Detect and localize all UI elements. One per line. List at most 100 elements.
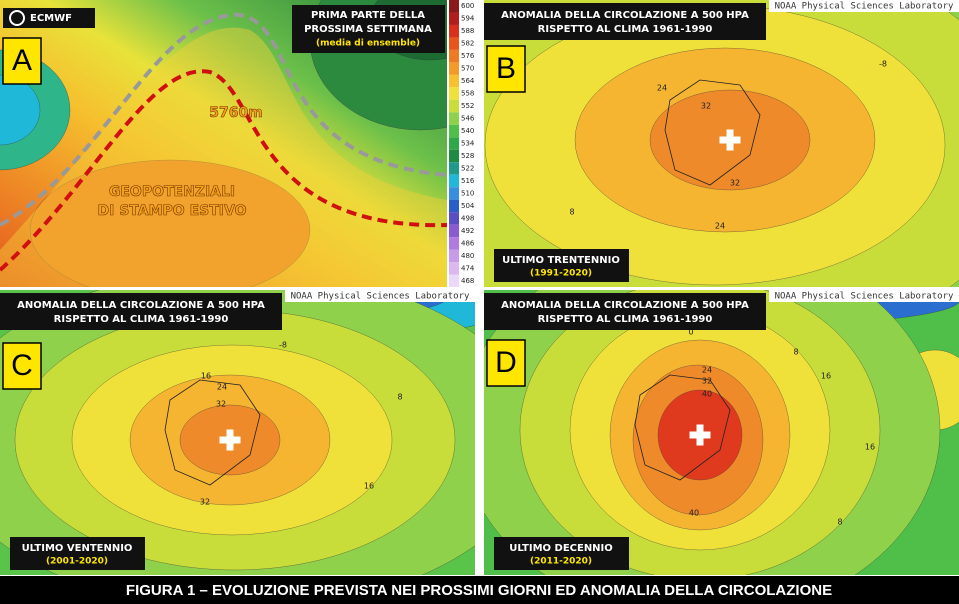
contour-label: 24 <box>657 84 667 93</box>
contour-label: 24 <box>217 383 227 392</box>
panel-letter: D <box>495 346 517 379</box>
caption: FIGURA 1 – EVOLUZIONE PREVISTA NEI PROSS… <box>126 582 832 599</box>
contour-label: 8 <box>397 393 402 402</box>
colorbar-swatch <box>449 137 459 150</box>
logo-icon <box>9 10 25 26</box>
high-marker <box>219 429 241 451</box>
colorbar-swatch <box>449 0 459 13</box>
colorbar-label: 594 <box>461 15 475 23</box>
panel-letter: A <box>12 44 32 77</box>
title-line: ANOMALIA DELLA CIRCOLAZIONE A 500 HPA <box>501 300 749 311</box>
colorbar-swatch <box>449 174 459 188</box>
colorbar-label: 492 <box>461 227 474 235</box>
contour-label: 32 <box>702 377 712 386</box>
panel-letter: B <box>496 52 516 85</box>
panel-a: ECMWF PRIMA PARTE DELLA PROSSIMA SETTIMANA… <box>0 0 447 287</box>
colorbar-swatch <box>449 162 459 175</box>
period-box <box>10 537 145 570</box>
coastline <box>164 379 261 486</box>
colorbar-swatch <box>449 49 459 63</box>
years: (2001-2020) <box>46 557 108 567</box>
credit: NOAA Physical Sciences Laboratory <box>775 292 954 302</box>
contour-label: -8 <box>879 60 887 69</box>
colorbar-swatch <box>449 112 459 125</box>
title-box <box>292 5 445 53</box>
contour-label: 8 <box>569 208 574 217</box>
contour-label: 32 <box>200 498 210 507</box>
contour-label: 16 <box>865 443 875 452</box>
credit-box <box>769 0 959 12</box>
logo-box <box>3 8 95 28</box>
contour-label: 8 <box>837 518 842 527</box>
contour-label: 16 <box>364 482 374 491</box>
annotation: DI STAMPO ESTIVO <box>98 203 247 219</box>
title-line: RISPETTO AL CLIMA 1961-1990 <box>54 314 229 325</box>
letter-box <box>2 342 42 390</box>
colorbar-label: 588 <box>461 27 474 35</box>
ridge-yellow <box>0 27 447 287</box>
colorbar-label: 486 <box>461 239 475 247</box>
title-line: PRIMA PARTE DELLA <box>311 10 425 21</box>
period: ULTIMO TRENTENNIO <box>502 255 620 266</box>
colorbar-swatch <box>449 62 459 75</box>
panel-c: -8 16 24 32 32 8 16 NOAA Physical Sciences Labo… <box>0 290 475 575</box>
letter-box <box>486 45 526 93</box>
contour-label: 0 <box>688 328 693 337</box>
title-line: ANOMALIA DELLA CIRCOLAZIONE A 500 HPA <box>17 300 265 311</box>
high-marker <box>689 424 711 446</box>
colorbar-label: 600 <box>461 2 474 10</box>
dashed-grey <box>0 12 447 227</box>
subtitle: (media di ensemble) <box>316 39 420 49</box>
period-box <box>494 249 629 282</box>
years: (1991-2020) <box>530 269 592 279</box>
colorbar-label: 528 <box>461 152 474 160</box>
period: ULTIMO VENTENNIO <box>22 543 133 554</box>
colorbar-label: 474 <box>461 264 475 272</box>
period: ULTIMO DECENNIO <box>509 543 613 554</box>
period-box <box>494 537 629 570</box>
title-line: PROSSIMA SETTIMANA <box>304 24 432 35</box>
contour-label: -8 <box>279 341 287 350</box>
colorbar-label: 582 <box>461 40 474 48</box>
colorbar-swatch <box>449 212 459 225</box>
colorbar-swatch <box>449 149 459 163</box>
contour-label: 16 <box>201 372 211 381</box>
annotation: 5760m <box>209 105 263 121</box>
contour-label: 40 <box>702 390 712 399</box>
colorbar-swatch <box>449 274 459 287</box>
contour-label: 8 <box>793 348 798 357</box>
colorbar-swatch <box>449 37 459 50</box>
colorbar-label: 540 <box>461 127 474 135</box>
colorbar-label: 546 <box>461 115 475 123</box>
years: (2011-2020) <box>530 557 592 567</box>
title-box <box>484 3 766 40</box>
colorbar-label: 498 <box>461 214 474 222</box>
credit-box <box>769 290 959 302</box>
colorbar-swatch <box>449 224 459 238</box>
title-line: RISPETTO AL CLIMA 1961-1990 <box>538 24 713 35</box>
colorbar-label: 468 <box>461 277 474 285</box>
contour-label: 40 <box>689 509 699 518</box>
colorbar-swatch <box>449 199 459 213</box>
title-box <box>484 293 766 330</box>
title-box <box>0 293 282 330</box>
contour-label: 32 <box>730 179 740 188</box>
logo: ECMWF <box>30 13 72 24</box>
colorbar-label: 516 <box>461 177 475 185</box>
contour-label: 32 <box>216 400 226 409</box>
contour-area <box>0 74 41 146</box>
colorbar-label: 558 <box>461 90 474 98</box>
colorbar-label: 552 <box>461 102 474 110</box>
colorbar-swatch <box>449 262 459 275</box>
contour-label: 24 <box>715 222 725 231</box>
colorbar-label: 564 <box>461 77 475 85</box>
title-line: RISPETTO AL CLIMA 1961-1990 <box>538 314 713 325</box>
contour-label: 32 <box>701 102 711 111</box>
colorbar-label: 570 <box>461 65 474 73</box>
colorbar-label: 504 <box>461 202 475 210</box>
colorbar-label: 576 <box>461 52 475 60</box>
coastline <box>664 79 761 186</box>
colorbar-label: 534 <box>461 140 475 148</box>
